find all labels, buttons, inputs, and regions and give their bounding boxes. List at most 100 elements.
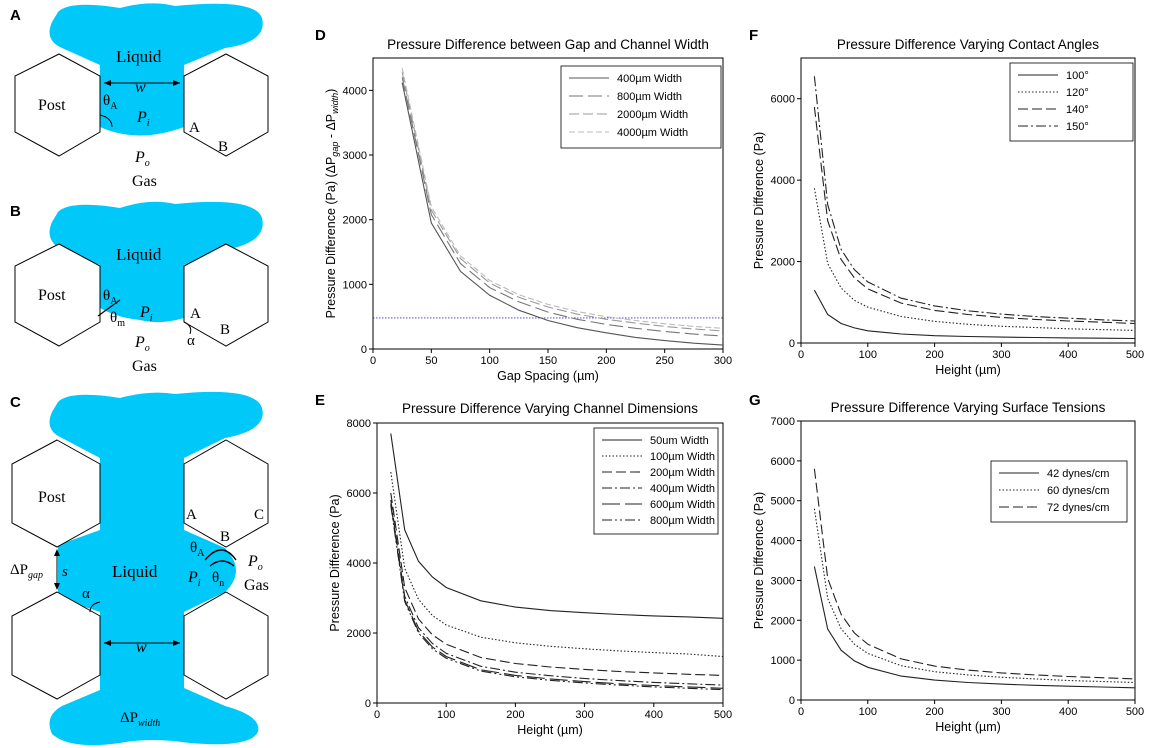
legend-label-d-2: 2000µm Width: [617, 109, 688, 121]
chart-d: Pressure Difference between Gap and Chan…: [324, 37, 732, 383]
plot-frame-g: [800, 420, 1136, 701]
chart-g: Pressure Difference Varying Surface Tens…: [752, 400, 1144, 734]
x-tick-label-f-0: 0: [798, 349, 804, 361]
series-line-g-0: [813, 566, 1136, 689]
x-tick-label-d-2: 100: [480, 355, 498, 367]
gap-arrowhead-top-c: [54, 549, 60, 556]
x-tick-label-g-2: 200: [925, 706, 943, 718]
corner-b-label-c: B: [220, 529, 230, 545]
x-tick-label-g-1: 100: [859, 706, 877, 718]
legend-label-e-5: 800µm Width: [650, 515, 715, 527]
series-line-e-2: [390, 492, 724, 676]
x-axis-label-g: Height (µm): [935, 720, 1001, 734]
x-tick-label-d-3: 150: [539, 355, 557, 367]
series-line-e-0: [390, 433, 724, 619]
legend-label-d-3: 4000µm Width: [617, 127, 688, 139]
post-hexagon-right-b: [183, 243, 269, 347]
legend-label-f-1: 120°: [1066, 87, 1089, 99]
alpha-label-c: α: [82, 586, 90, 602]
panel-letter-f: F: [749, 27, 758, 44]
panel-letter-b: B: [10, 203, 21, 220]
y-axis-label-sub-width: width: [330, 93, 340, 114]
panel-letter-e: E: [315, 392, 325, 409]
liquid-region-a: [49, 3, 263, 136]
post-hexagon-lower-left-c: [11, 591, 101, 700]
post-label-b: Post: [38, 287, 66, 304]
panel-letter-g: G: [749, 392, 761, 409]
corner-b-label-b: B: [220, 322, 230, 338]
width-arrowhead-right-a: [173, 80, 180, 86]
gas-label-a: Gas: [132, 173, 157, 190]
theta-n-label-c: θn: [212, 570, 224, 589]
legend-label-d-1: 800µm Width: [617, 91, 682, 103]
y-tick-label-d-0: 0: [361, 344, 367, 356]
dp-width-label-c: ΔPwidth: [120, 710, 160, 729]
chart-title-e: Pressure Difference Varying Channel Dime…: [402, 401, 698, 416]
y-axis-label-e: Pressure Difference (Pa): [328, 494, 342, 631]
contact-angle-arcs-c: [204, 549, 237, 567]
y-tick-label-g-5: 5000: [771, 496, 795, 508]
pressure-inner-label-b: Pi: [139, 304, 153, 324]
panel-letter-a: A: [10, 7, 21, 24]
pressure-outer-label-b: Po: [134, 334, 150, 354]
corner-b-label-a: B: [218, 139, 228, 155]
y-axis-label-f: Pressure Difference (Pa): [752, 132, 766, 269]
x-tick-label-f-2: 200: [925, 349, 943, 361]
y-axis-label-part-d: Pressure Difference (Pa) (ΔP: [324, 157, 338, 319]
y-tick-label-g-7: 7000: [771, 416, 795, 428]
y-tick-label-d-3: 3000: [343, 150, 367, 162]
x-tick-label-g-4: 400: [1059, 706, 1077, 718]
series-line-g-1: [813, 508, 1136, 684]
y-tick-label-g-1: 1000: [771, 655, 795, 667]
series-line-e-3: [390, 499, 724, 686]
schematic-c: C Post Liquid s ΔPgap α w ΔPwidth A B C …: [10, 391, 269, 746]
gap-arrowhead-bottom-c: [54, 583, 60, 590]
post-hexagon-right-a: [183, 53, 269, 157]
x-tick-label-d-4: 200: [597, 355, 615, 367]
liquid-label-b: Liquid: [116, 245, 162, 264]
y-tick-label-e-2: 4000: [347, 558, 371, 570]
theta-a-label-c: θA: [190, 540, 205, 559]
y-tick-label-d-2: 2000: [343, 215, 367, 227]
width-arrowhead-right-c: [173, 640, 180, 646]
y-tick-label-g-3: 3000: [771, 575, 795, 587]
y-tick-label-e-0: 0: [365, 698, 371, 710]
schematic-b: B Liquid Post θA θm Pi A B α Po Gas: [10, 201, 269, 375]
x-tick-label-f-1: 100: [859, 349, 877, 361]
x-tick-label-g-3: 300: [992, 706, 1010, 718]
x-tick-label-g-0: 0: [798, 706, 804, 718]
x-tick-label-f-5: 500: [1126, 349, 1144, 361]
corner-c-label-c: C: [254, 507, 264, 523]
liquid-label-c: Liquid: [112, 562, 158, 581]
legend-label-e-2: 200µm Width: [650, 467, 715, 479]
legend-label-e-0: 50um Width: [650, 435, 709, 447]
x-tick-label-e-5: 500: [714, 709, 732, 721]
legend-label-g-2: 72 dynes/cm: [1047, 502, 1109, 514]
x-tick-label-e-0: 0: [374, 709, 380, 721]
liquid-label-a: Liquid: [116, 47, 162, 66]
x-tick-label-d-0: 0: [370, 355, 376, 367]
post-hexagon-left-b: [14, 243, 101, 347]
alpha-label-b: α: [187, 333, 195, 349]
width-label-c: w: [136, 639, 147, 656]
panel-letter-c: C: [10, 394, 21, 411]
series-line-d-0: [401, 82, 724, 346]
series-line-e-4: [390, 503, 724, 689]
gas-label-b: Gas: [132, 358, 157, 375]
width-arrowhead-left-a: [104, 80, 111, 86]
x-tick-label-g-5: 500: [1126, 706, 1144, 718]
contact-angle-arc-a: [99, 114, 113, 128]
series-line-f-0: [813, 289, 1136, 340]
series-line-d-3: [401, 68, 724, 329]
legend-label-g-1: 60 dynes/cm: [1047, 485, 1109, 497]
corner-a-label-a: A: [189, 120, 200, 136]
alpha-arc-b: [183, 321, 192, 335]
y-tick-label-g-2: 2000: [771, 615, 795, 627]
width-label-a: w: [135, 79, 146, 96]
y-axis-label-mid: - ΔP: [324, 114, 338, 142]
chart-title-d: Pressure Difference between Gap and Chan…: [387, 37, 709, 52]
dp-gap-label-c: ΔPgap: [10, 562, 43, 581]
y-tick-label-f-3: 6000: [771, 94, 795, 106]
theta-m-label-b: θm: [110, 310, 125, 329]
